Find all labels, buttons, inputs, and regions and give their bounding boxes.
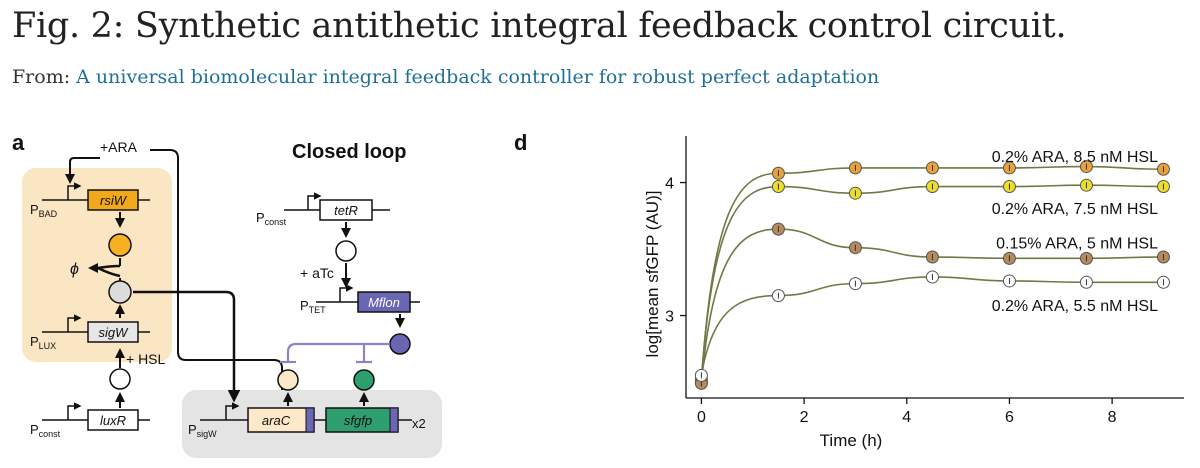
figure-title: Fig. 2: Synthetic antithetic integral fe…	[12, 6, 1067, 46]
sigw-protein	[108, 280, 132, 304]
svg-text:Mflon: Mflon	[368, 295, 400, 310]
promoter-const-left: Pconst	[30, 422, 61, 439]
promoter-sigw: PsigW	[188, 422, 217, 439]
promoter-const-right: Pconst	[256, 210, 287, 227]
svg-text:rsiW: rsiW	[100, 193, 128, 208]
circuit-diagram: a Closed loop +ARA rsiW PBAD ϕ sigW PLUX…	[12, 130, 442, 458]
mflon-repression	[286, 342, 390, 362]
sfgfp-time-course-chart: d log[mean sfGFP (AU)] Time (h) 0 2 4 6 834 …	[514, 130, 1184, 450]
panel-d-label: d	[514, 130, 527, 155]
svg-text:sfgfp: sfgfp	[344, 413, 372, 428]
series-line	[700, 276, 1164, 376]
series-label: 0.2% ARA, 8.5 nM HSL	[992, 149, 1158, 166]
arac-protein	[277, 369, 299, 391]
mflon-protein	[389, 333, 411, 355]
panel-a-label: a	[12, 130, 25, 155]
promoter-tet: PTET	[300, 298, 326, 315]
x-tick-label: 4	[902, 409, 911, 426]
degradation-symbol: ϕ	[70, 261, 79, 278]
svg-text:luxR: luxR	[100, 413, 126, 428]
arac-gene	[247, 407, 315, 433]
sfgfp-gene	[325, 407, 399, 433]
closed-loop-heading: Closed loop	[292, 141, 406, 163]
sfgfp-protein	[353, 369, 375, 391]
ara-arrow	[65, 157, 100, 184]
ara-inducer-label: +ARA	[100, 139, 138, 155]
copy-number-label: x2	[412, 416, 426, 431]
series-label: 0.15% ARA, 5 nM HSL	[996, 235, 1158, 252]
rsiw-protein	[108, 233, 132, 257]
hsl-inducer-label: + HSL	[126, 351, 166, 367]
promoter-lux: PLUX	[30, 334, 56, 351]
y-axis-label: log[mean sfGFP (AU)]	[643, 191, 662, 358]
x-tick-label: 8	[1108, 409, 1117, 426]
from-label: From:	[12, 66, 71, 88]
x-tick-label: 6	[1005, 409, 1014, 426]
x-tick-label: 2	[800, 409, 809, 426]
figure-source: From: A universal biomolecular integral …	[12, 66, 879, 88]
annihilation-junction	[97, 264, 121, 278]
luxr-protein	[109, 368, 131, 390]
luxr-gene	[87, 409, 139, 431]
x-axis-label: Time (h)	[820, 431, 883, 450]
x-tick-label: 0	[697, 409, 706, 426]
series-label: 0.2% ARA, 5.5 nM HSL	[992, 298, 1158, 315]
y-tick-label: 4	[665, 176, 674, 193]
svg-text:sigW: sigW	[99, 325, 130, 340]
sigw-gene	[87, 321, 139, 343]
source-article-link[interactable]: A universal biomolecular integral feedba…	[76, 66, 880, 88]
tetr-gene	[319, 199, 373, 221]
promoter-bad: PBAD	[30, 202, 58, 219]
series-label: 0.2% ARA, 7.5 nM HSL	[992, 201, 1158, 218]
svg-text:tetR: tetR	[334, 203, 358, 218]
mflon-gene	[357, 291, 411, 313]
atc-inducer-label: + aTc	[300, 265, 334, 281]
y-tick-label: 3	[665, 309, 674, 326]
rsiw-gene	[87, 189, 139, 211]
sigw-activation-arrow	[133, 290, 241, 403]
tetr-protein	[335, 240, 357, 262]
svg-text:araC: araC	[262, 413, 291, 428]
